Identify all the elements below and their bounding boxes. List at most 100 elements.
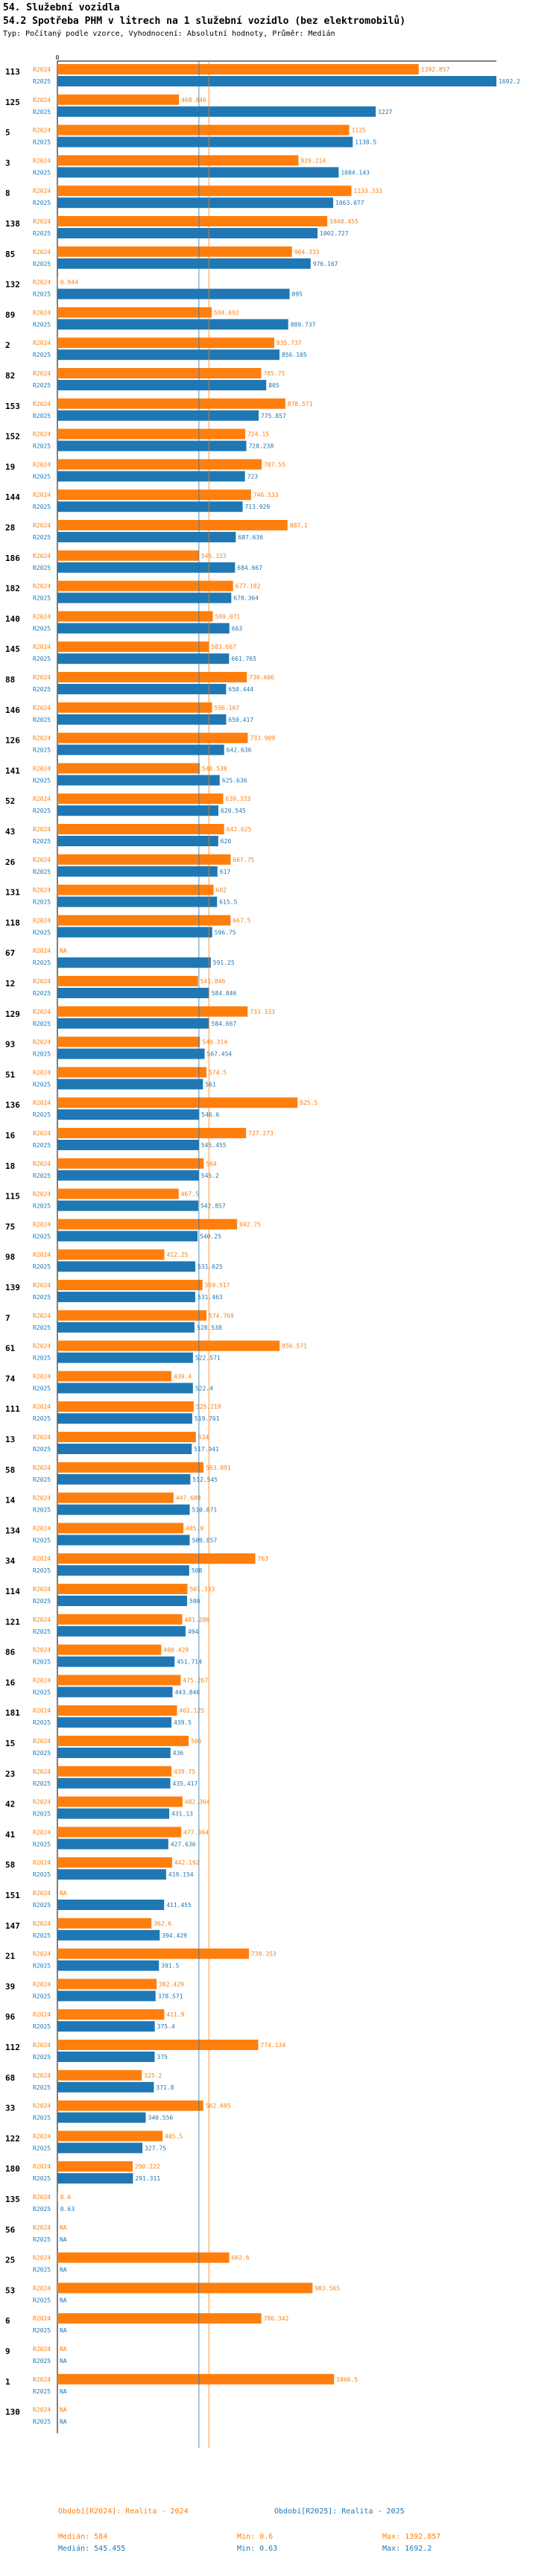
series-label-r2025: R2025 [33, 1081, 51, 1088]
value-label-r2024: 1392.857 [421, 66, 450, 73]
bar-r2024 [57, 155, 299, 166]
category-label: 93 [5, 1040, 15, 1050]
bar-r2024 [57, 1249, 165, 1260]
bar-r2025 [57, 2021, 155, 2032]
category-label: 147 [5, 1921, 20, 1931]
series-label-r2025: R2025 [33, 2358, 51, 2364]
category-label: 42 [5, 1800, 15, 1809]
value-label-r2024: 1066.5 [336, 2376, 358, 2383]
value-label-r2024: 733.333 [250, 1009, 275, 1015]
min-2025-stat: Min: 0.63 [237, 2545, 278, 2553]
category-label: 34 [5, 1556, 16, 1566]
value-label-r2025: 584.846 [212, 990, 237, 997]
bar-r2024 [57, 2373, 335, 2385]
bar-r2024 [57, 1219, 238, 1230]
category-label: 16 [5, 1131, 16, 1141]
series-label-r2025: R2025 [33, 1476, 51, 1483]
series-label-r2025: R2025 [33, 1628, 51, 1635]
max-2024-stat: Max: 1392.857 [382, 2533, 441, 2541]
series-label-r2024: R2024 [33, 1677, 51, 1684]
value-label-r2025: 0.63 [60, 2206, 75, 2212]
bar-r2025 [57, 319, 288, 330]
series-label-r2025: R2025 [33, 1993, 51, 1999]
series-label-r2025: R2025 [33, 1689, 51, 1695]
value-label-r2025: 650.444 [228, 686, 253, 693]
series-label-r2024: R2024 [33, 2224, 51, 2231]
bar-r2024 [57, 520, 288, 530]
bar-r2024 [57, 2161, 133, 2172]
series-label-r2024: R2024 [33, 2133, 51, 2139]
bar-r2025 [57, 653, 230, 664]
series-label-r2025: R2025 [33, 1841, 51, 1847]
category-label: 25 [5, 2256, 15, 2265]
median-2025-stat: Medián: 545.455 [58, 2545, 126, 2553]
series-label-r2024: R2024 [33, 309, 51, 316]
value-label-r2024: 662.6 [232, 2255, 250, 2262]
value-label-r2025: 663 [232, 625, 243, 632]
bar-r2024 [57, 2131, 163, 2142]
bar-r2024 [57, 1553, 256, 1564]
series-label-r2025: R2025 [33, 1902, 51, 1909]
bar-r2025 [57, 927, 212, 938]
value-label-r2025: 531.625 [198, 1263, 223, 1270]
category-label: 12 [5, 979, 15, 989]
category-label: 112 [5, 2043, 20, 2052]
value-label-r2024: 0.944 [60, 279, 78, 286]
bar-r2024 [57, 1340, 280, 1351]
bar-r2024 [57, 2069, 142, 2081]
value-label-r2025: 531.463 [198, 1294, 223, 1301]
category-label: 74 [5, 1374, 16, 1383]
value-label-r2025: 620.545 [221, 808, 246, 814]
category-label: 126 [5, 736, 20, 746]
series-label-r2025: R2025 [33, 1750, 51, 1757]
series-label-r2025: R2025 [33, 382, 51, 389]
bar-r2025 [57, 1261, 196, 1272]
series-label-r2024: R2024 [33, 1282, 51, 1289]
series-label-r2024: R2024 [33, 978, 51, 985]
series-label-r2024: R2024 [33, 1221, 51, 1228]
category-label: 85 [5, 250, 15, 259]
bar-r2024 [57, 1644, 162, 1655]
series-label-r2024: R2024 [33, 644, 51, 650]
bar-r2025 [57, 1808, 170, 1819]
series-label-r2025: R2025 [33, 2388, 51, 2395]
bar-r2025 [57, 1839, 168, 1850]
series-label-r2025: R2025 [33, 1203, 51, 1210]
value-label-r2025: NA [60, 2267, 67, 2274]
value-label-r2025: 561 [205, 1081, 216, 1088]
series-label-r2025: R2025 [33, 1932, 51, 1939]
value-label-r2024: 382.429 [159, 1981, 184, 1987]
bar-r2024 [57, 611, 213, 622]
value-label-r2025: 327.75 [145, 2145, 166, 2151]
category-label: 23 [5, 1769, 15, 1779]
value-label-r2024: 447.688 [176, 1495, 201, 1502]
bar-r2024 [57, 550, 199, 561]
value-label-r2025: 528.538 [197, 1325, 222, 1331]
series-label-r2025: R2025 [33, 717, 51, 723]
value-label-r2024: 461.125 [180, 1707, 205, 1714]
value-label-r2024: 290.222 [135, 2163, 160, 2170]
category-label: 140 [5, 614, 20, 624]
series-label-r2024: R2024 [33, 1130, 51, 1137]
bar-r2025 [57, 1473, 191, 1485]
series-label-r2024: R2024 [33, 1403, 51, 1410]
value-label-r2024: 835.737 [277, 340, 302, 346]
bar-r2025 [57, 896, 218, 907]
value-label-r2024: 467.5 [181, 1191, 199, 1198]
series-label-r2025: R2025 [33, 321, 51, 328]
value-label-r2024: NA [60, 2407, 67, 2414]
category-label: 16 [5, 1678, 16, 1687]
category-label: 115 [5, 1192, 20, 1202]
series-label-r2025: R2025 [33, 2267, 51, 2274]
series-label-r2024: R2024 [33, 1647, 51, 1654]
bar-r2025 [57, 592, 232, 603]
value-label-r2025: 567.454 [207, 1051, 233, 1058]
category-label: 51 [5, 1070, 16, 1079]
category-label: 134 [5, 1526, 20, 1535]
series-label-r2025: R2025 [33, 200, 51, 206]
series-label-r2025: R2025 [33, 352, 51, 358]
bar-r2025 [57, 106, 376, 117]
category-label: 33 [5, 2104, 15, 2113]
bar-r2024 [57, 672, 247, 682]
series-label-r2024: R2024 [33, 522, 51, 529]
